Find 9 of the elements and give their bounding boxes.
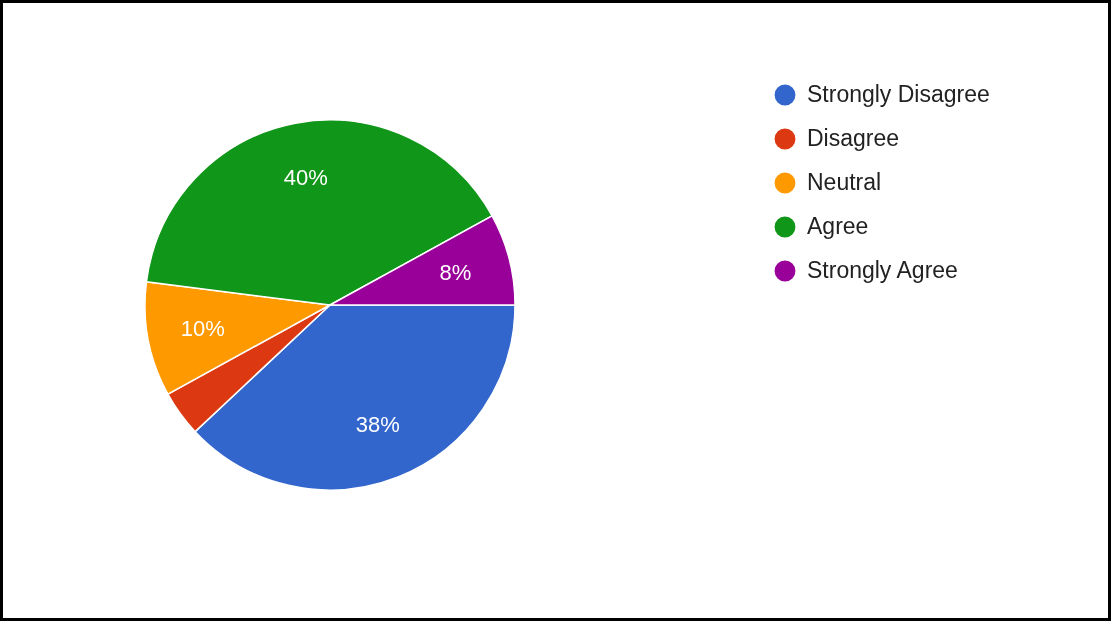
data-label: 40% [283, 164, 328, 190]
data-label: 10% [180, 316, 225, 342]
legend-label: Neutral [807, 169, 882, 195]
legend-label: Agree [807, 213, 869, 239]
legend-label: Strongly Disagree [807, 81, 990, 107]
data-label: 8% [439, 259, 472, 285]
legend-label: Strongly Agree [807, 257, 958, 283]
legend-label: Disagree [807, 125, 900, 151]
data-label: 38% [355, 412, 400, 438]
